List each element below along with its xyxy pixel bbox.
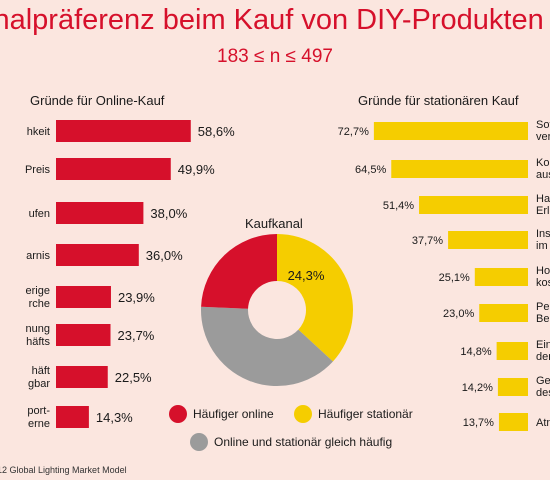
pie-slice	[201, 234, 277, 309]
stationary-category-label: ver	[536, 131, 550, 143]
pie-slice	[201, 306, 333, 387]
legend-label: Häufiger stationär	[318, 407, 413, 421]
stationary-value-label: 37,7%	[412, 235, 443, 247]
legend-label: Häufiger online	[193, 407, 274, 421]
stationary-value-label: 14,2%	[462, 382, 493, 394]
legend-swatch	[294, 405, 312, 423]
stationary-category-label: Erle	[536, 205, 550, 217]
online-value-label: 14,3%	[96, 410, 133, 425]
online-bar	[56, 120, 191, 142]
online-bar	[56, 158, 171, 180]
online-value-label: 22,5%	[115, 370, 152, 385]
online-value-label: 23,7%	[118, 328, 155, 343]
stationary-category-label: Sof	[536, 119, 550, 131]
pie-slice	[277, 234, 354, 362]
stationary-value-label: 72,7%	[338, 126, 369, 138]
stationary-category-label: kos	[536, 277, 550, 289]
online-category-label: arnis	[26, 250, 50, 262]
stationary-bar	[479, 304, 528, 322]
stationary-category-label: Ho	[536, 265, 550, 277]
online-category-label: häfts	[26, 336, 50, 348]
online-bar	[56, 324, 111, 346]
online-category-label: rche	[29, 298, 50, 310]
stationary-category-label: Ber	[536, 313, 550, 325]
stationary-category-label: Ins	[536, 228, 550, 240]
online-bar	[56, 202, 144, 224]
stationary-bar	[498, 413, 528, 431]
online-value-label: 36,0%	[146, 248, 183, 263]
page-title: Kanalpräferenz beim Kauf von DIY-Produkt…	[0, 4, 550, 44]
legend-swatch	[190, 433, 208, 451]
online-bar	[56, 406, 89, 428]
online-value-label: 58,6%	[198, 124, 235, 139]
online-value-label: 49,9%	[178, 162, 215, 177]
stationary-category-label: im	[536, 240, 548, 252]
stationary-category-label: aus	[536, 169, 550, 181]
stationary-bar	[474, 268, 528, 286]
online-bar	[56, 286, 111, 308]
stationary-category-label: Atn	[536, 417, 550, 429]
legend-swatch	[169, 405, 187, 423]
stationary-category-label: der	[536, 351, 550, 363]
online-category-label: Preis	[25, 164, 51, 176]
stationary-category-label: Ha	[536, 193, 550, 205]
page-title-text: Kanalpräferenz beim Kauf von DIY-Produkt…	[0, 4, 544, 36]
stationary-value-label: 25,1%	[439, 272, 470, 284]
stationary-bar	[419, 196, 528, 214]
online-category-label: gbar	[28, 378, 50, 390]
stationary-bar	[497, 378, 528, 396]
online-value-label: 38,0%	[150, 206, 187, 221]
online-category-label: häft	[32, 365, 50, 377]
stationary-bar	[391, 160, 528, 178]
stationary-value-label: 14,8%	[460, 346, 491, 358]
stationary-value-label: 51,4%	[383, 200, 414, 212]
pie-value-label: 24,3%	[288, 268, 325, 283]
stationary-value-label: 13,7%	[463, 417, 494, 429]
online-value-label: 23,9%	[118, 290, 155, 305]
stationary-category-label: des	[536, 387, 550, 399]
pie-chart-title: Kaufkanal	[245, 216, 303, 231]
stationary-bar	[373, 122, 528, 140]
legend-label: Online und stationär gleich häufig	[214, 435, 392, 449]
stationary-category-label: Kor	[536, 157, 550, 169]
online-bar	[56, 244, 139, 266]
page-subtitle: 183 ≤ n ≤ 497	[217, 46, 333, 67]
stationary-bar	[496, 342, 528, 360]
stationary-category-label: Per	[536, 301, 550, 313]
online-category-label: port-	[27, 405, 50, 417]
online-chart-title: Gründe für Online-Kauf	[30, 93, 165, 108]
stationary-category-label: Ein	[536, 339, 550, 351]
stationary-chart-title: Gründe für stationären Kauf	[358, 93, 519, 108]
online-category-label: nung	[26, 323, 50, 335]
stationary-value-label: 64,5%	[355, 164, 386, 176]
stationary-value-label: 23,0%	[443, 308, 474, 320]
online-category-label: erige	[26, 285, 50, 297]
online-bar	[56, 366, 108, 388]
online-category-label: erne	[28, 418, 50, 430]
stationary-bar	[448, 231, 528, 249]
online-category-label: hkeit	[27, 126, 50, 138]
online-category-label: ufen	[29, 208, 50, 220]
footer-source: 012 Global Lighting Market Model	[0, 465, 127, 475]
stationary-category-label: Ge	[536, 375, 550, 387]
